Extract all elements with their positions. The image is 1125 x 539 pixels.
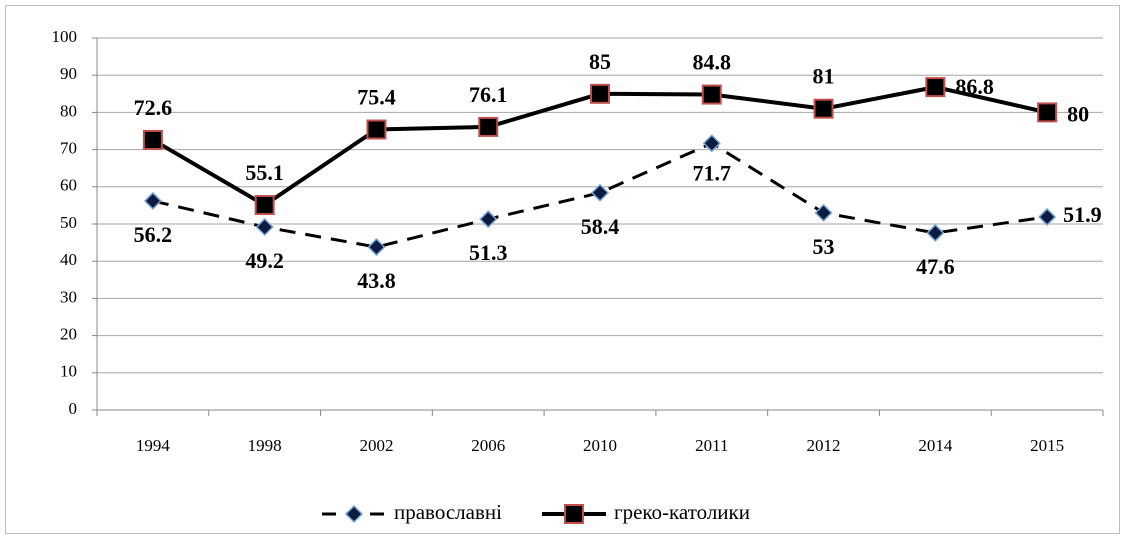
data-label: 85 [589, 49, 611, 74]
x-tick-label: 1994 [136, 436, 171, 455]
data-label: 72.6 [134, 95, 173, 120]
legend-label: православні [394, 500, 502, 524]
marker [142, 129, 163, 150]
y-tick-label: 90 [60, 64, 77, 83]
data-label: 51.9 [1063, 202, 1102, 227]
marker [701, 84, 722, 105]
y-tick-label: 30 [60, 287, 77, 306]
legend-marker [563, 504, 584, 524]
y-tick-label: 0 [69, 399, 78, 418]
marker [926, 223, 945, 242]
legend-marker [344, 504, 364, 524]
y-tick-label: 40 [60, 250, 77, 269]
data-label: 51.3 [469, 240, 508, 265]
marker [814, 203, 833, 222]
marker [1037, 102, 1058, 123]
marker [590, 83, 610, 104]
y-tick-label: 10 [60, 362, 77, 381]
data-label: 75.4 [357, 85, 396, 110]
x-tick-label: 2012 [807, 436, 841, 455]
x-tick-label: 2006 [471, 436, 505, 455]
data-label: 81 [813, 64, 835, 89]
data-label: 86.8 [955, 74, 994, 99]
marker [1038, 207, 1057, 226]
marker [367, 238, 386, 257]
y-tick-label: 80 [60, 101, 77, 120]
data-label: 80 [1067, 101, 1089, 126]
data-label: 47.6 [916, 254, 955, 279]
y-tick-label: 60 [60, 176, 77, 195]
y-tick-label: 50 [60, 213, 77, 232]
x-tick-label: 1998 [248, 436, 282, 455]
data-label: 58.4 [581, 214, 620, 239]
marker [925, 77, 946, 98]
x-tick-label: 2014 [918, 436, 953, 455]
marker [143, 191, 162, 210]
x-tick-label: 2011 [695, 436, 728, 455]
data-label: 53 [813, 234, 835, 259]
marker [590, 183, 610, 202]
marker [366, 119, 387, 140]
y-tick-label: 20 [60, 325, 77, 344]
data-label: 49.2 [245, 248, 284, 273]
legend-label: греко-католики [614, 500, 750, 524]
y-tick-label: 100 [52, 27, 78, 46]
marker [479, 210, 498, 229]
marker [702, 134, 721, 153]
x-tick-label: 2010 [583, 436, 617, 455]
data-label: 43.8 [357, 268, 396, 293]
series-line [152, 141, 1048, 249]
marker [255, 217, 274, 237]
marker [254, 195, 275, 216]
data-label: 55.1 [245, 160, 284, 185]
data-label: 56.2 [134, 222, 173, 247]
y-tick-label: 70 [60, 139, 77, 158]
data-label: 76.1 [469, 82, 508, 107]
data-label: 84.8 [693, 50, 732, 75]
data-label: 71.7 [693, 160, 732, 185]
x-tick-label: 2002 [359, 436, 393, 455]
x-tick-label: 2015 [1030, 436, 1064, 455]
marker [478, 116, 499, 137]
marker [813, 98, 834, 119]
